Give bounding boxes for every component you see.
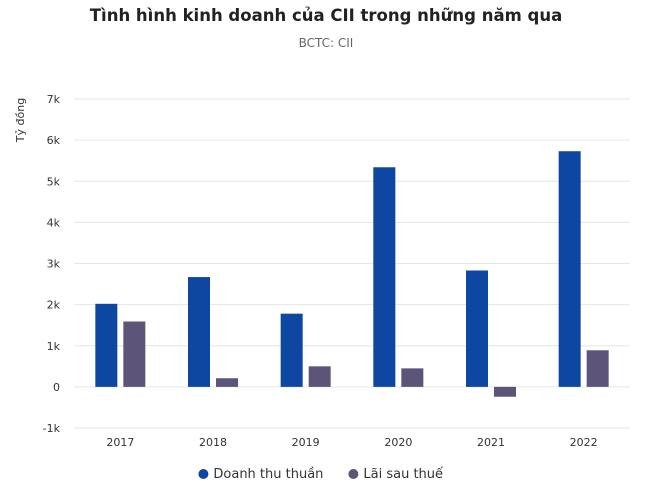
legend[interactable]: Doanh thu thuần Lãi sau thuế <box>198 467 443 482</box>
y-tick-label: 6k <box>47 134 61 147</box>
y-tick-label: -1k <box>43 422 61 435</box>
bars <box>95 151 609 397</box>
gridlines <box>74 98 630 429</box>
legend-item-2[interactable]: Lãi sau thuế <box>348 467 443 482</box>
bar-2021-series-1[interactable] <box>466 270 488 387</box>
x-axis: 2017 2018 2019 2020 2021 2022 <box>106 436 597 449</box>
chart-subtitle: BCTC: CII <box>298 36 354 50</box>
y-axis-label: Tỷ đồng <box>14 98 27 143</box>
bar-2022-series-2[interactable] <box>586 350 609 387</box>
bar-2018-series-2[interactable] <box>216 378 238 387</box>
legend-marker <box>348 469 359 479</box>
y-tick-label: 1k <box>47 340 61 353</box>
x-tick-label: 2022 <box>570 436 598 449</box>
bar-2022-series-1[interactable] <box>558 151 581 387</box>
bar-2017-series-2[interactable] <box>123 321 146 387</box>
bar-2021-series-2[interactable] <box>494 386 516 397</box>
bar-2020-series-1[interactable] <box>373 167 396 387</box>
y-tick-label: 7k <box>47 93 61 106</box>
x-tick-label: 2021 <box>477 436 505 449</box>
bar-2020-series-2[interactable] <box>401 368 424 387</box>
y-tick-label: 3k <box>47 258 61 271</box>
x-tick-label: 2017 <box>106 436 134 449</box>
y-tick-label: 2k <box>47 299 61 312</box>
y-tick-label: 0 <box>53 381 60 394</box>
legend-label: Doanh thu thuần <box>213 467 323 482</box>
bar-2019-series-1[interactable] <box>280 313 303 387</box>
legend-marker <box>198 469 209 479</box>
x-tick-label: 2020 <box>384 436 412 449</box>
y-tick-label: 4k <box>47 216 61 229</box>
bar-2017-series-1[interactable] <box>95 303 118 387</box>
y-axis: -1k 0 1k 2k 3k 4k 5k 6k 7k <box>43 93 61 435</box>
legend-label: Lãi sau thuế <box>363 467 443 482</box>
legend-item-1[interactable]: Doanh thu thuần <box>198 467 323 482</box>
bar-2018-series-1[interactable] <box>188 277 210 387</box>
x-tick-label: 2018 <box>199 436 227 449</box>
chart-title: Tình hình kinh doanh của CII trong những… <box>89 6 563 25</box>
x-tick-label: 2019 <box>292 436 320 449</box>
bar-2019-series-2[interactable] <box>308 366 331 387</box>
y-tick-label: 5k <box>47 175 61 188</box>
